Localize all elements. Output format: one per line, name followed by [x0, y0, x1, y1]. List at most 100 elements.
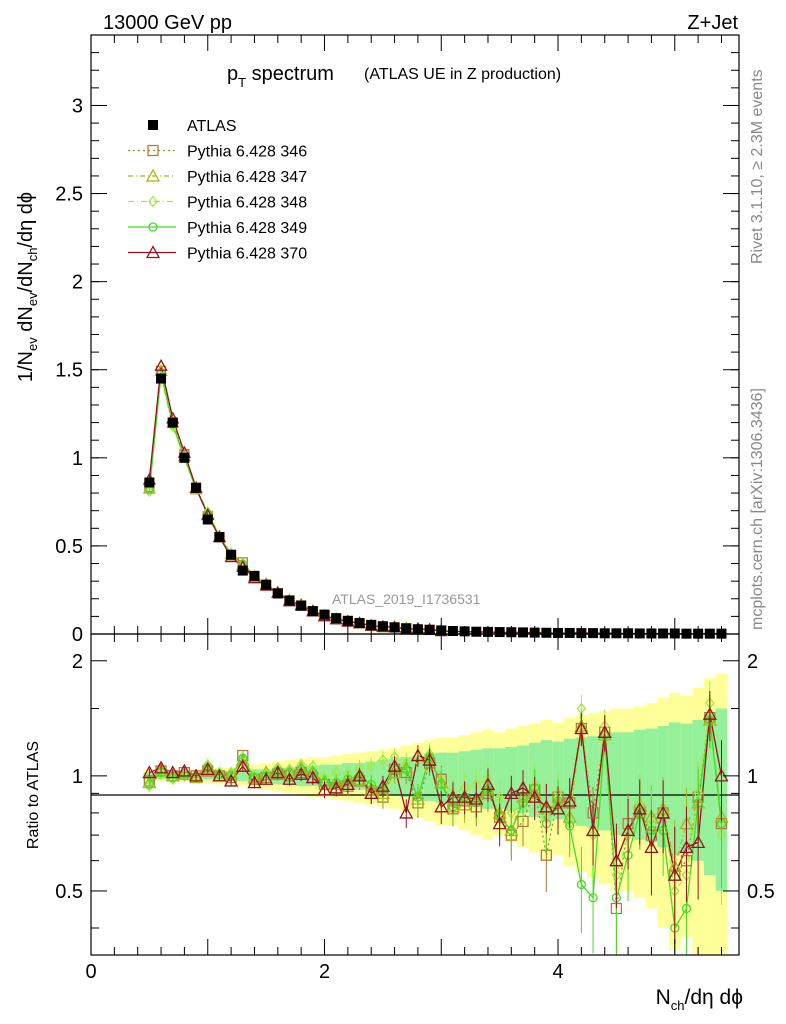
title-sub-t: T: [238, 75, 246, 90]
atlas-data-point: [366, 619, 377, 630]
main-ylabel: 1/Nev dNev/dNch/dη dϕ: [15, 192, 40, 382]
atlas-data-point: [319, 609, 330, 620]
series-2-ratio-point: [366, 760, 377, 773]
atlas-data-point: [226, 549, 237, 560]
series-4-ratio-point: [550, 801, 566, 815]
series-4-ratio-point: [200, 762, 215, 776]
ratio-frame: [90, 633, 740, 956]
series-4-ratio-point: [515, 780, 531, 794]
main-ytick-label: 0: [72, 624, 83, 646]
analysis-watermark: ATLAS_2019_I1736531: [332, 591, 481, 607]
ylabel-part-d: /dη dϕ: [15, 192, 37, 248]
legend-marker: [145, 245, 161, 259]
atlas-data-point: [471, 626, 482, 637]
main-title: pT spectrum: [227, 63, 334, 90]
series-2-main-point: [145, 486, 154, 498]
legend-label: Pythia 6.428 347: [187, 169, 307, 186]
atlas-data-point: [202, 514, 213, 525]
ratio-ytick-label: 2: [72, 651, 83, 673]
legend-label: Pythia 6.428 349: [187, 220, 307, 237]
series-2-ratio-point: [378, 754, 388, 767]
band-green-bin: [587, 736, 599, 829]
main-y-ticks: 0 0.5 1 1.5 2 2.5 3: [55, 35, 739, 646]
ylabel-sub-a: ev: [25, 337, 40, 351]
ylabel-part-c: /dN: [15, 261, 37, 292]
series-4-ratio-point: [212, 768, 227, 782]
main-title-paren: (ATLAS UE in Z production): [364, 66, 561, 83]
series-4-ratio-point: [188, 768, 204, 782]
series-3-ratio-point: [681, 903, 692, 914]
main-ytick-label: 3: [72, 95, 83, 117]
ratio-ytick-label-right: 2: [747, 651, 758, 673]
band-green-bin: [423, 754, 436, 801]
ratio-xtick-label: 0: [85, 961, 96, 983]
series-4-ratio-point: [247, 775, 262, 789]
main-ytick-label: 2.5: [55, 184, 83, 206]
ratio-xtick-label: 4: [552, 961, 563, 983]
atlas-data-point: [564, 627, 575, 638]
series-4-ratio-point: [562, 793, 577, 807]
ratio-ytick-label: 1: [72, 766, 83, 788]
atlas-data-point: [191, 482, 202, 493]
series-4-ratio-point: [142, 765, 157, 779]
series-4-ratio-point: [632, 801, 647, 815]
title-main-p: p: [227, 63, 238, 85]
main-ytick-label: 2: [72, 272, 83, 294]
series-4-ratio-point: [585, 823, 601, 837]
series-2-ratio-point: [144, 780, 155, 793]
series-4-ratio-point: [434, 799, 449, 813]
band-green-bin: [575, 737, 588, 826]
band-green-bin: [540, 740, 553, 822]
series-4-ratio-point: [340, 777, 355, 791]
series-4-ratio-point: [235, 758, 250, 772]
series-3-ratio-point: [144, 779, 155, 790]
main-plot: 0 0.5 1 1.5 2 2.5 3: [55, 34, 740, 646]
ratio-ytick-label: 0.5: [55, 881, 83, 903]
series-4-ratio-point: [399, 805, 414, 819]
header-right: Z+Jet: [687, 12, 738, 34]
series-2-ratio-point: [179, 769, 190, 782]
legend-label: Pythia 6.428 370: [187, 246, 307, 263]
ratio-ylabel: Ratio to ATLAS: [25, 741, 42, 849]
series-4-ratio-point: [224, 773, 239, 787]
atlas-data-point: [518, 627, 528, 638]
legend: ATLAS Pythia 6.428 346 Pythia 6.428 347 Pyt…: [128, 118, 307, 263]
series-4-ratio-point: [305, 770, 320, 784]
atlas-data-point: [611, 628, 622, 639]
series-4-ratio-point: [609, 853, 624, 867]
ylabel-part-b: dN: [15, 306, 37, 337]
ylabel-part-a: 1/N: [15, 351, 37, 382]
atlas-data-point: [261, 579, 272, 590]
side-text-bottom: mcplots.cern.ch [arXiv:1306.3436]: [749, 388, 766, 630]
main-ytick-label: 1: [72, 448, 83, 470]
series-4-ratio-point: [702, 706, 717, 720]
band-green-bin: [668, 722, 681, 856]
band-green-bin: [493, 748, 506, 809]
series-4-ratio-point: [422, 752, 437, 766]
main-ytick-label: 0.5: [55, 536, 83, 558]
main-ytick-label: 1.5: [55, 360, 83, 382]
series-4-ratio-point: [270, 765, 285, 779]
xlabel: Nch/dη dϕ: [656, 986, 743, 1013]
atlas-data-point: [179, 452, 190, 463]
series-3-ratio-point: [576, 879, 587, 890]
series-4-ratio-point: [177, 763, 192, 777]
series-4-main-point: [154, 358, 168, 371]
series-4-ratio-point: [387, 758, 402, 772]
atlas-data-point: [296, 600, 307, 611]
series-4-ratio-point: [527, 789, 542, 803]
atlas-data-point: [272, 588, 283, 599]
atlas-data-point: [214, 532, 225, 543]
series-4-ratio-point: [492, 816, 507, 830]
series-4-ratio-point: [691, 835, 706, 849]
side-text-top: Rivet 3.1.10, ≥ 2.3M events: [749, 69, 766, 264]
ratio-ytick-label-right: 1: [747, 766, 758, 788]
atlas-data-point: [307, 606, 318, 617]
band-green-bin: [645, 728, 658, 843]
series-4-ratio-point: [364, 786, 379, 800]
series-4-ratio-point: [153, 760, 169, 774]
atlas-data-point: [588, 628, 599, 639]
header-left: 13000 GeV pp: [103, 12, 232, 34]
series-4-ratio-point: [469, 791, 484, 805]
